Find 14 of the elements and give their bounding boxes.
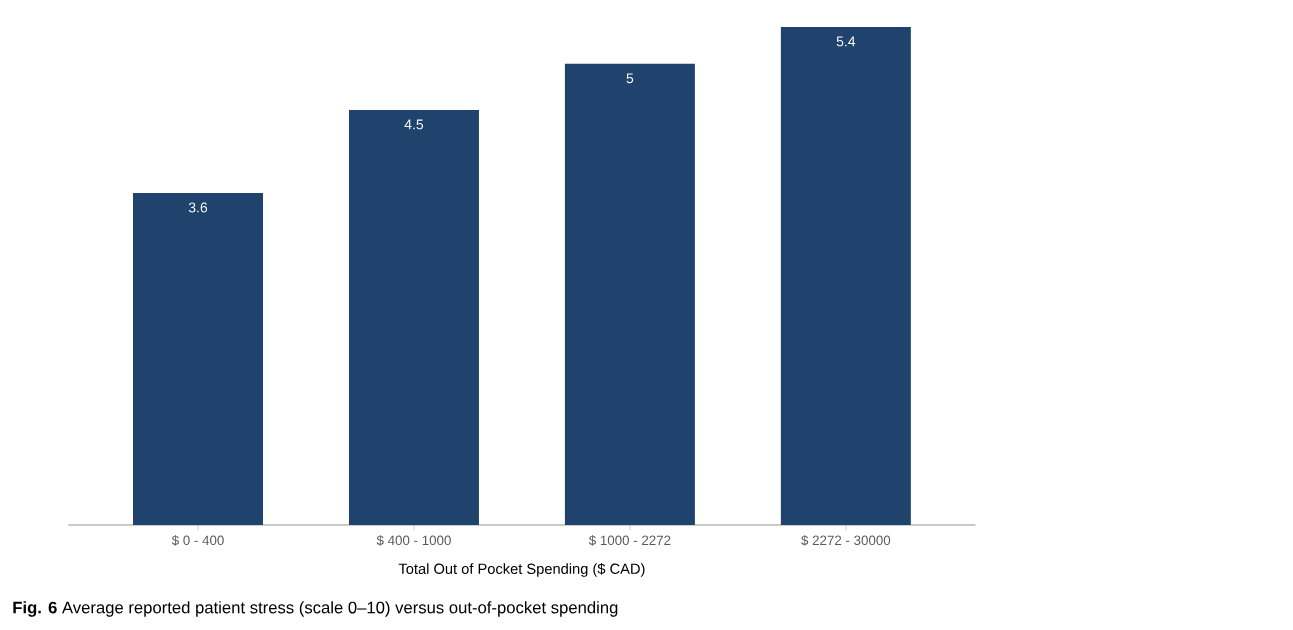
data-label: 5.4 [836, 36, 856, 47]
x-tick-label: $ 400 - 1000 [376, 535, 451, 546]
data-label: 4.5 [404, 119, 424, 130]
data-label: 5 [626, 73, 634, 84]
x-tick-label: $ 0 - 400 [171, 535, 224, 546]
x-tick-label: $ 2272 - 30000 [801, 535, 891, 546]
bar [133, 192, 264, 525]
bar [780, 26, 911, 525]
x-tick-label: $ 1000 - 2272 [588, 535, 671, 546]
bar [564, 63, 695, 525]
text: Fig. 6 Average reported patient stress (scale 0–10) versus out-of-pocket spending [13, 601, 618, 617]
bar [348, 109, 479, 525]
data-label: 3.6 [188, 202, 208, 213]
x-axis-title: Total Out of Pocket Spending ($ CAD) [398, 562, 645, 577]
